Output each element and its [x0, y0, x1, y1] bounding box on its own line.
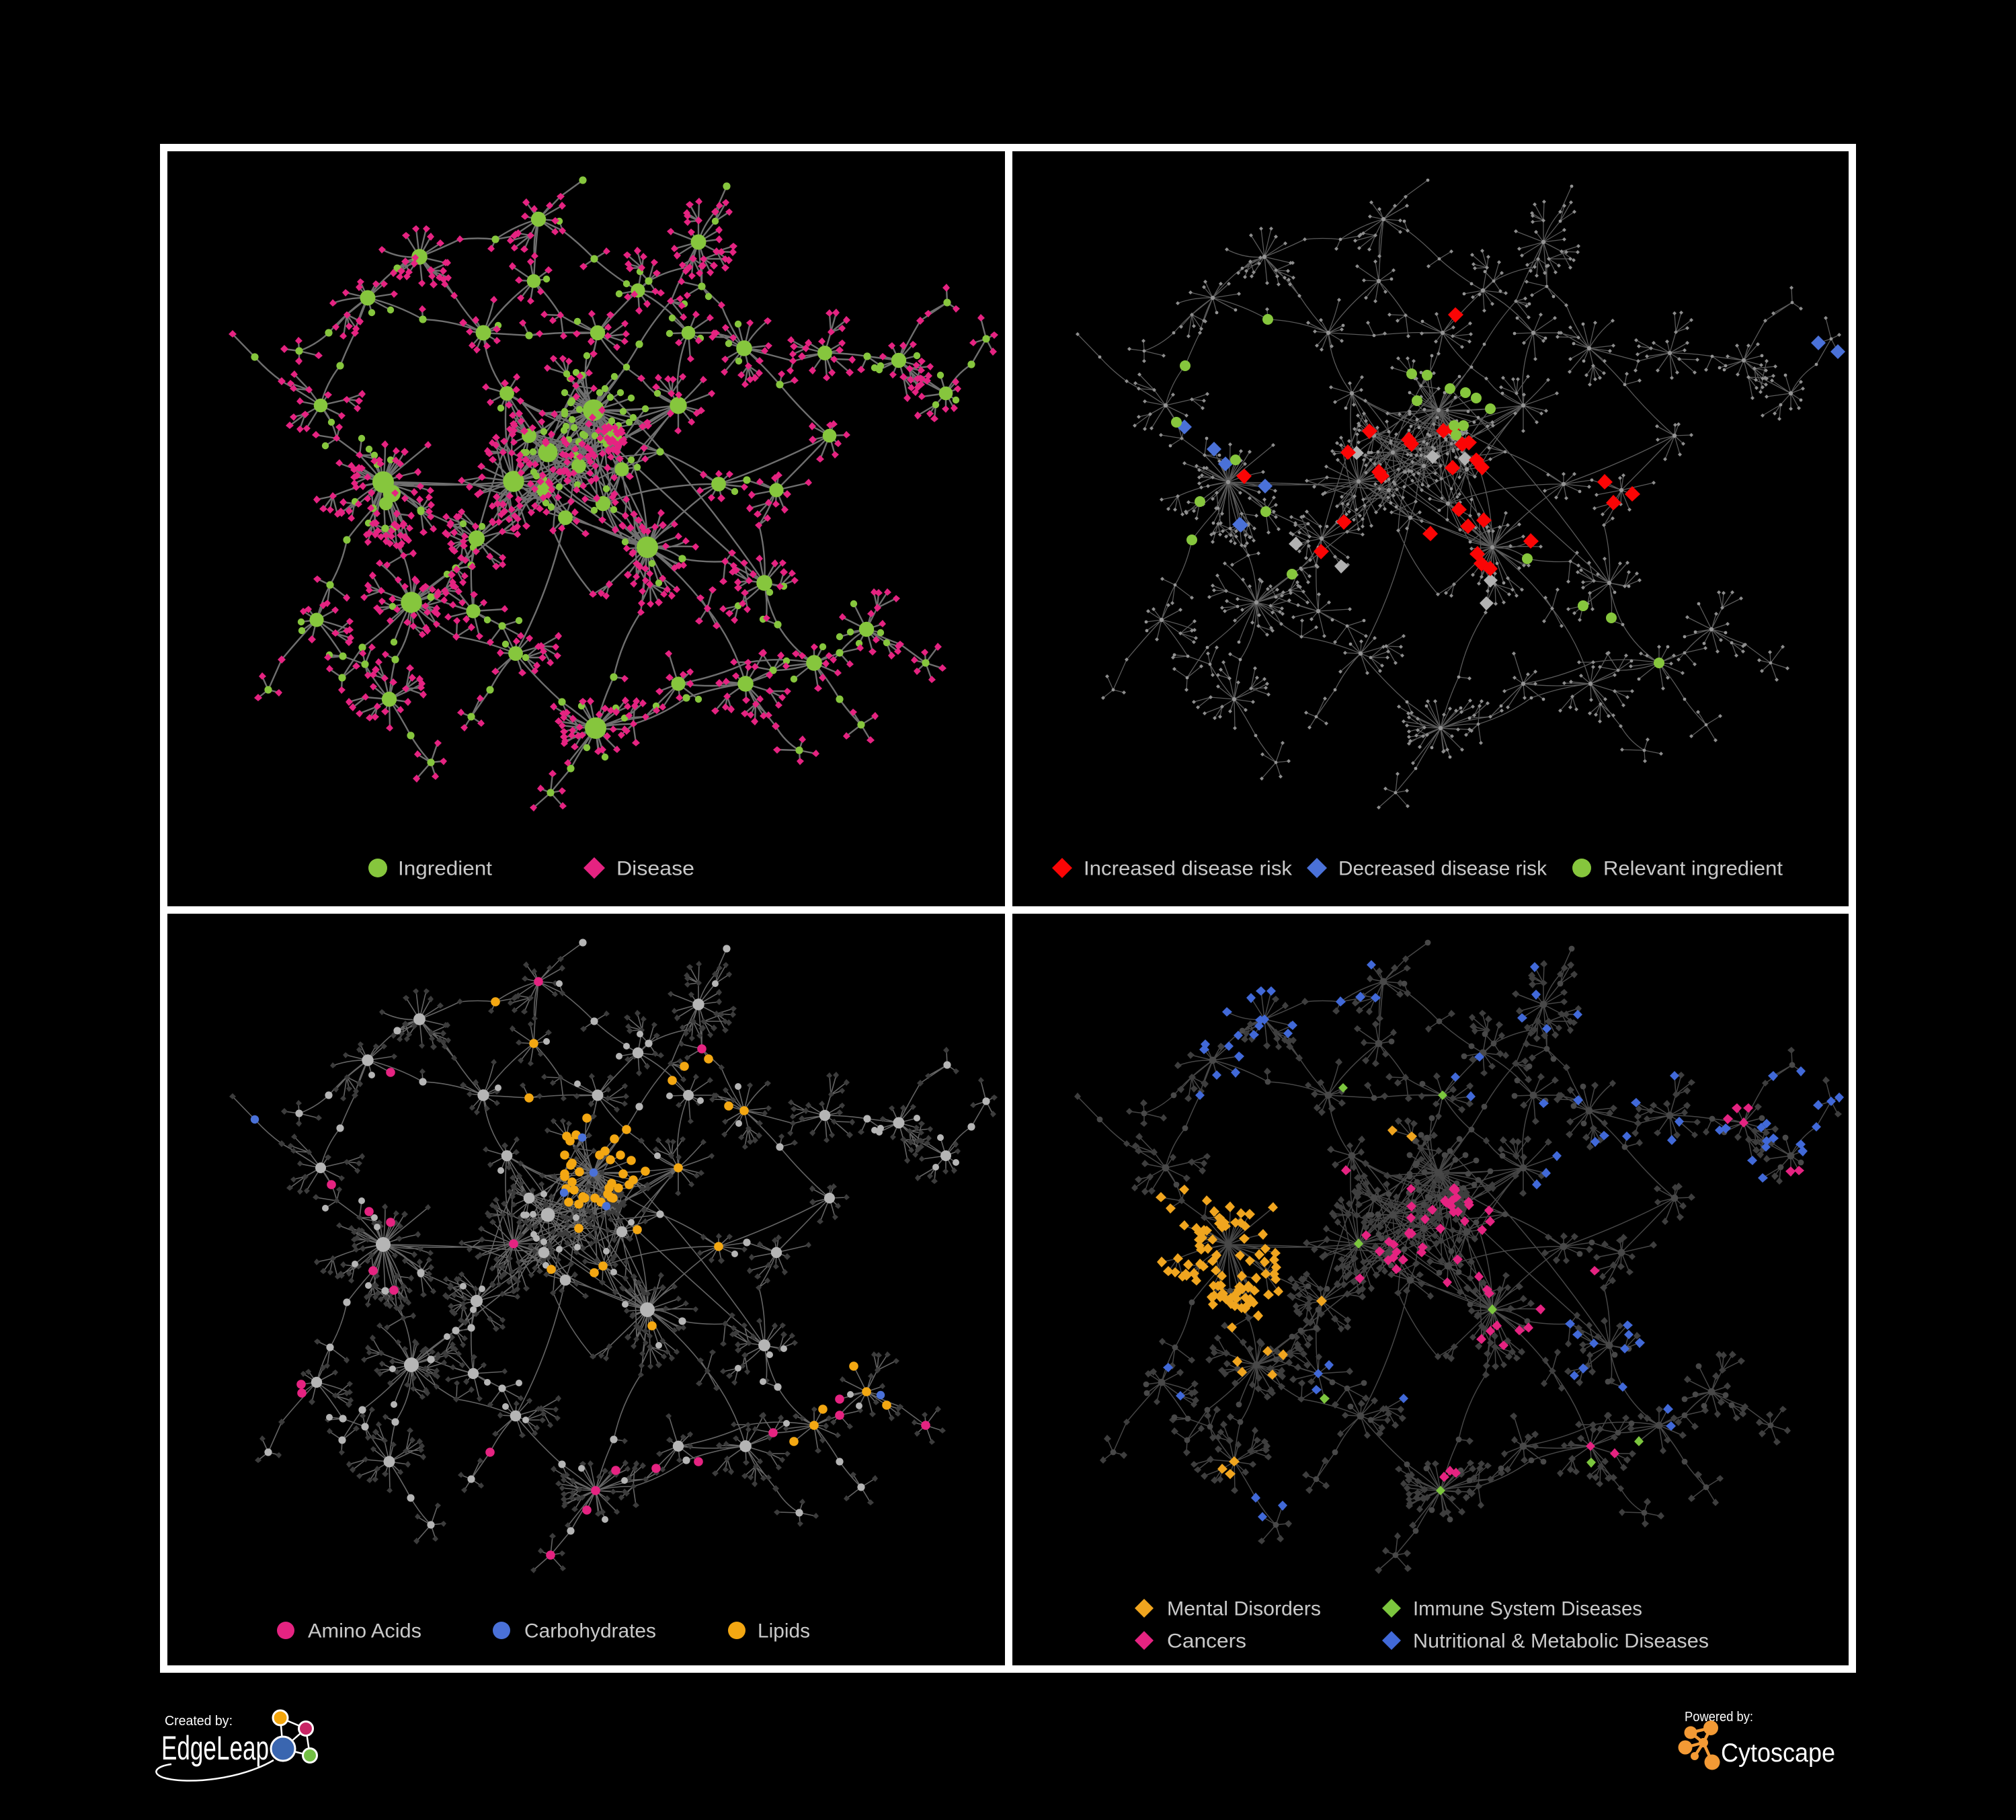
- svg-text:Cancers: Cancers: [1167, 1630, 1246, 1653]
- svg-text:Nutritional & Metabolic Diseas: Nutritional & Metabolic Diseases: [1413, 1630, 1709, 1653]
- svg-text:Cytoscape: Cytoscape: [1721, 1739, 1835, 1768]
- svg-text:Ingredient: Ingredient: [398, 858, 493, 880]
- svg-text:Disease: Disease: [616, 858, 694, 880]
- svg-text:Created by:: Created by:: [165, 1714, 233, 1729]
- svg-text:Carbohydrates: Carbohydrates: [524, 1620, 656, 1643]
- svg-text:Amino Acids: Amino Acids: [308, 1620, 421, 1643]
- svg-text:Mental Disorders: Mental Disorders: [1167, 1598, 1321, 1620]
- svg-text:Immune System Diseases: Immune System Diseases: [1413, 1598, 1642, 1620]
- svg-text:Lipids: Lipids: [758, 1620, 810, 1643]
- svg-text:Increased disease risk: Increased disease risk: [1084, 858, 1293, 880]
- svg-text:Powered by:: Powered by:: [1685, 1710, 1753, 1725]
- svg-text:Decreased disease risk: Decreased disease risk: [1338, 858, 1547, 880]
- svg-text:EdgeLeap: EdgeLeap: [161, 1729, 269, 1767]
- svg-text:Relevant ingredient: Relevant ingredient: [1603, 858, 1783, 880]
